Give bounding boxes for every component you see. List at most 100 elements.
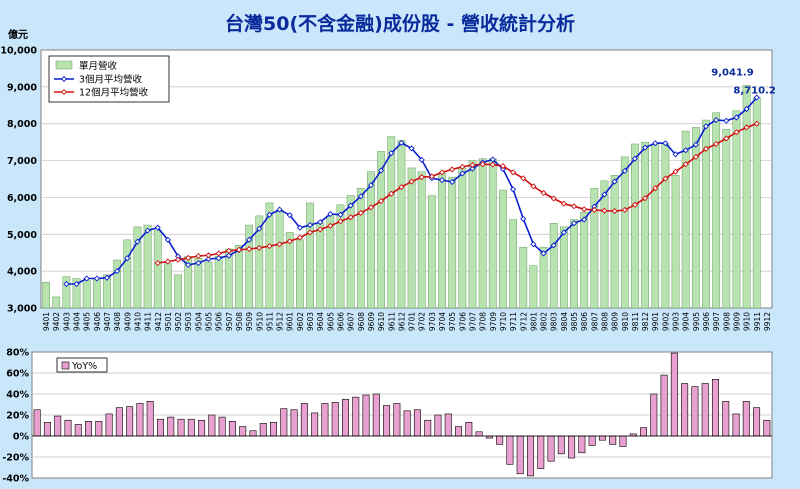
revenue-bar	[367, 171, 375, 309]
yoy-bar	[105, 413, 113, 437]
revenue-bar	[397, 140, 406, 309]
avg12-marker	[378, 198, 385, 205]
avg3-marker	[550, 242, 557, 249]
revenue-bar	[438, 173, 446, 309]
avg12-marker	[733, 129, 740, 136]
avg3-marker	[530, 241, 537, 248]
avg12-marker	[256, 244, 263, 251]
x-tick-label: 9712	[519, 312, 528, 331]
legend-label-avg12: 12個月平均營收	[79, 87, 149, 99]
x-tick-label: 9508	[235, 312, 244, 331]
yoy-bar	[270, 422, 278, 437]
avg12-marker	[621, 206, 628, 213]
yoy-bar	[300, 403, 308, 437]
x-tick-label: 9907	[712, 312, 721, 331]
yoy-bar	[362, 394, 370, 437]
avg12-marker	[286, 238, 293, 245]
yoy-y-tick-label: 60%	[6, 369, 29, 380]
yoy-bar	[95, 420, 103, 437]
x-tick-label: 9611	[387, 312, 396, 331]
yoy-bar	[691, 386, 699, 437]
yoy-bar	[732, 413, 740, 437]
yoy-bar	[701, 383, 709, 437]
avg12-marker	[195, 252, 202, 260]
avg3-marker	[164, 236, 171, 243]
legend-swatch-yoy	[61, 361, 70, 370]
revenue-bar	[72, 278, 81, 309]
yoy-bar	[650, 393, 658, 437]
yoy-y-tick-label: 0%	[13, 432, 30, 443]
legend-label-revenue: 單月營收	[79, 60, 118, 72]
yoy-bar	[249, 430, 257, 437]
revenue-bar	[468, 160, 477, 309]
revenue-bar	[133, 226, 142, 309]
legend-swatch-revenue	[55, 60, 73, 70]
avg12-marker	[175, 256, 182, 263]
x-tick-label: 9603	[306, 312, 315, 331]
x-tick-label: 9410	[134, 312, 143, 331]
yoy-bar	[33, 409, 41, 437]
yoy-y-tick-label: 40%	[6, 390, 29, 401]
yoy-legend	[56, 357, 108, 373]
avg3-marker	[154, 224, 161, 231]
yoy-bar	[496, 435, 504, 445]
top-y-tick-label: 10,000	[0, 46, 37, 57]
avg3-marker	[266, 211, 273, 218]
avg3-marker	[631, 155, 638, 162]
avg3-marker	[357, 193, 364, 200]
avg3-marker	[398, 139, 405, 146]
x-tick-label: 9906	[702, 312, 711, 331]
avg3-marker	[733, 114, 740, 121]
top-y-tick-label: 4,000	[7, 267, 37, 278]
x-tick-label: 9808	[601, 312, 610, 331]
avg3-marker	[124, 255, 131, 262]
revenue-bar	[499, 189, 507, 309]
avg3-marker	[337, 211, 344, 218]
revenue-bar	[529, 265, 538, 309]
revenue-bar	[174, 274, 182, 309]
revenue-bar	[600, 180, 609, 309]
x-tick-label: 9405	[83, 312, 92, 331]
avg12-marker	[469, 161, 476, 169]
avg12-marker	[601, 207, 608, 214]
avg3-marker	[560, 229, 567, 236]
x-tick-label: 9804	[560, 312, 569, 331]
avg12-marker	[276, 241, 283, 248]
x-tick-label: 9904	[682, 312, 691, 331]
yoy-bar	[681, 383, 689, 437]
revenue-bar	[306, 202, 314, 309]
yoy-bar	[403, 410, 411, 437]
avg3-marker	[367, 182, 375, 189]
revenue-bar	[427, 195, 436, 309]
revenue-bar	[52, 296, 61, 309]
avg3-marker	[103, 274, 111, 281]
avg12-marker	[337, 218, 344, 225]
yoy-bar	[85, 420, 93, 437]
x-tick-label: 9409	[123, 312, 132, 331]
x-tick-label: 9707	[469, 312, 478, 331]
yoy-y-tick-label: 20%	[6, 411, 29, 422]
revenue-bar	[539, 246, 548, 309]
yoy-bar	[54, 415, 62, 437]
revenue-bar	[570, 219, 578, 309]
avg12-marker	[459, 163, 466, 170]
revenue-bar	[235, 245, 243, 309]
avg3-marker	[215, 255, 222, 262]
avg12-marker	[398, 184, 405, 191]
avg12-marker	[367, 204, 375, 211]
yoy-bar	[742, 401, 750, 437]
top-y-tick-label: 3,000	[7, 304, 37, 315]
avg3-marker	[63, 281, 70, 288]
x-tick-label: 9912	[763, 312, 772, 331]
avg12-marker	[753, 120, 760, 127]
avg3-marker	[205, 255, 212, 263]
data-annotation: 8,710.2	[733, 86, 775, 97]
avg3-marker	[296, 224, 303, 231]
x-tick-label: 9809	[611, 312, 620, 331]
revenue-bar	[285, 232, 294, 309]
x-tick-label: 9501	[164, 312, 173, 331]
avg12-marker	[296, 234, 303, 241]
legend-marker	[60, 88, 68, 96]
x-tick-label: 9412	[154, 312, 163, 331]
revenue-bar	[752, 97, 761, 309]
